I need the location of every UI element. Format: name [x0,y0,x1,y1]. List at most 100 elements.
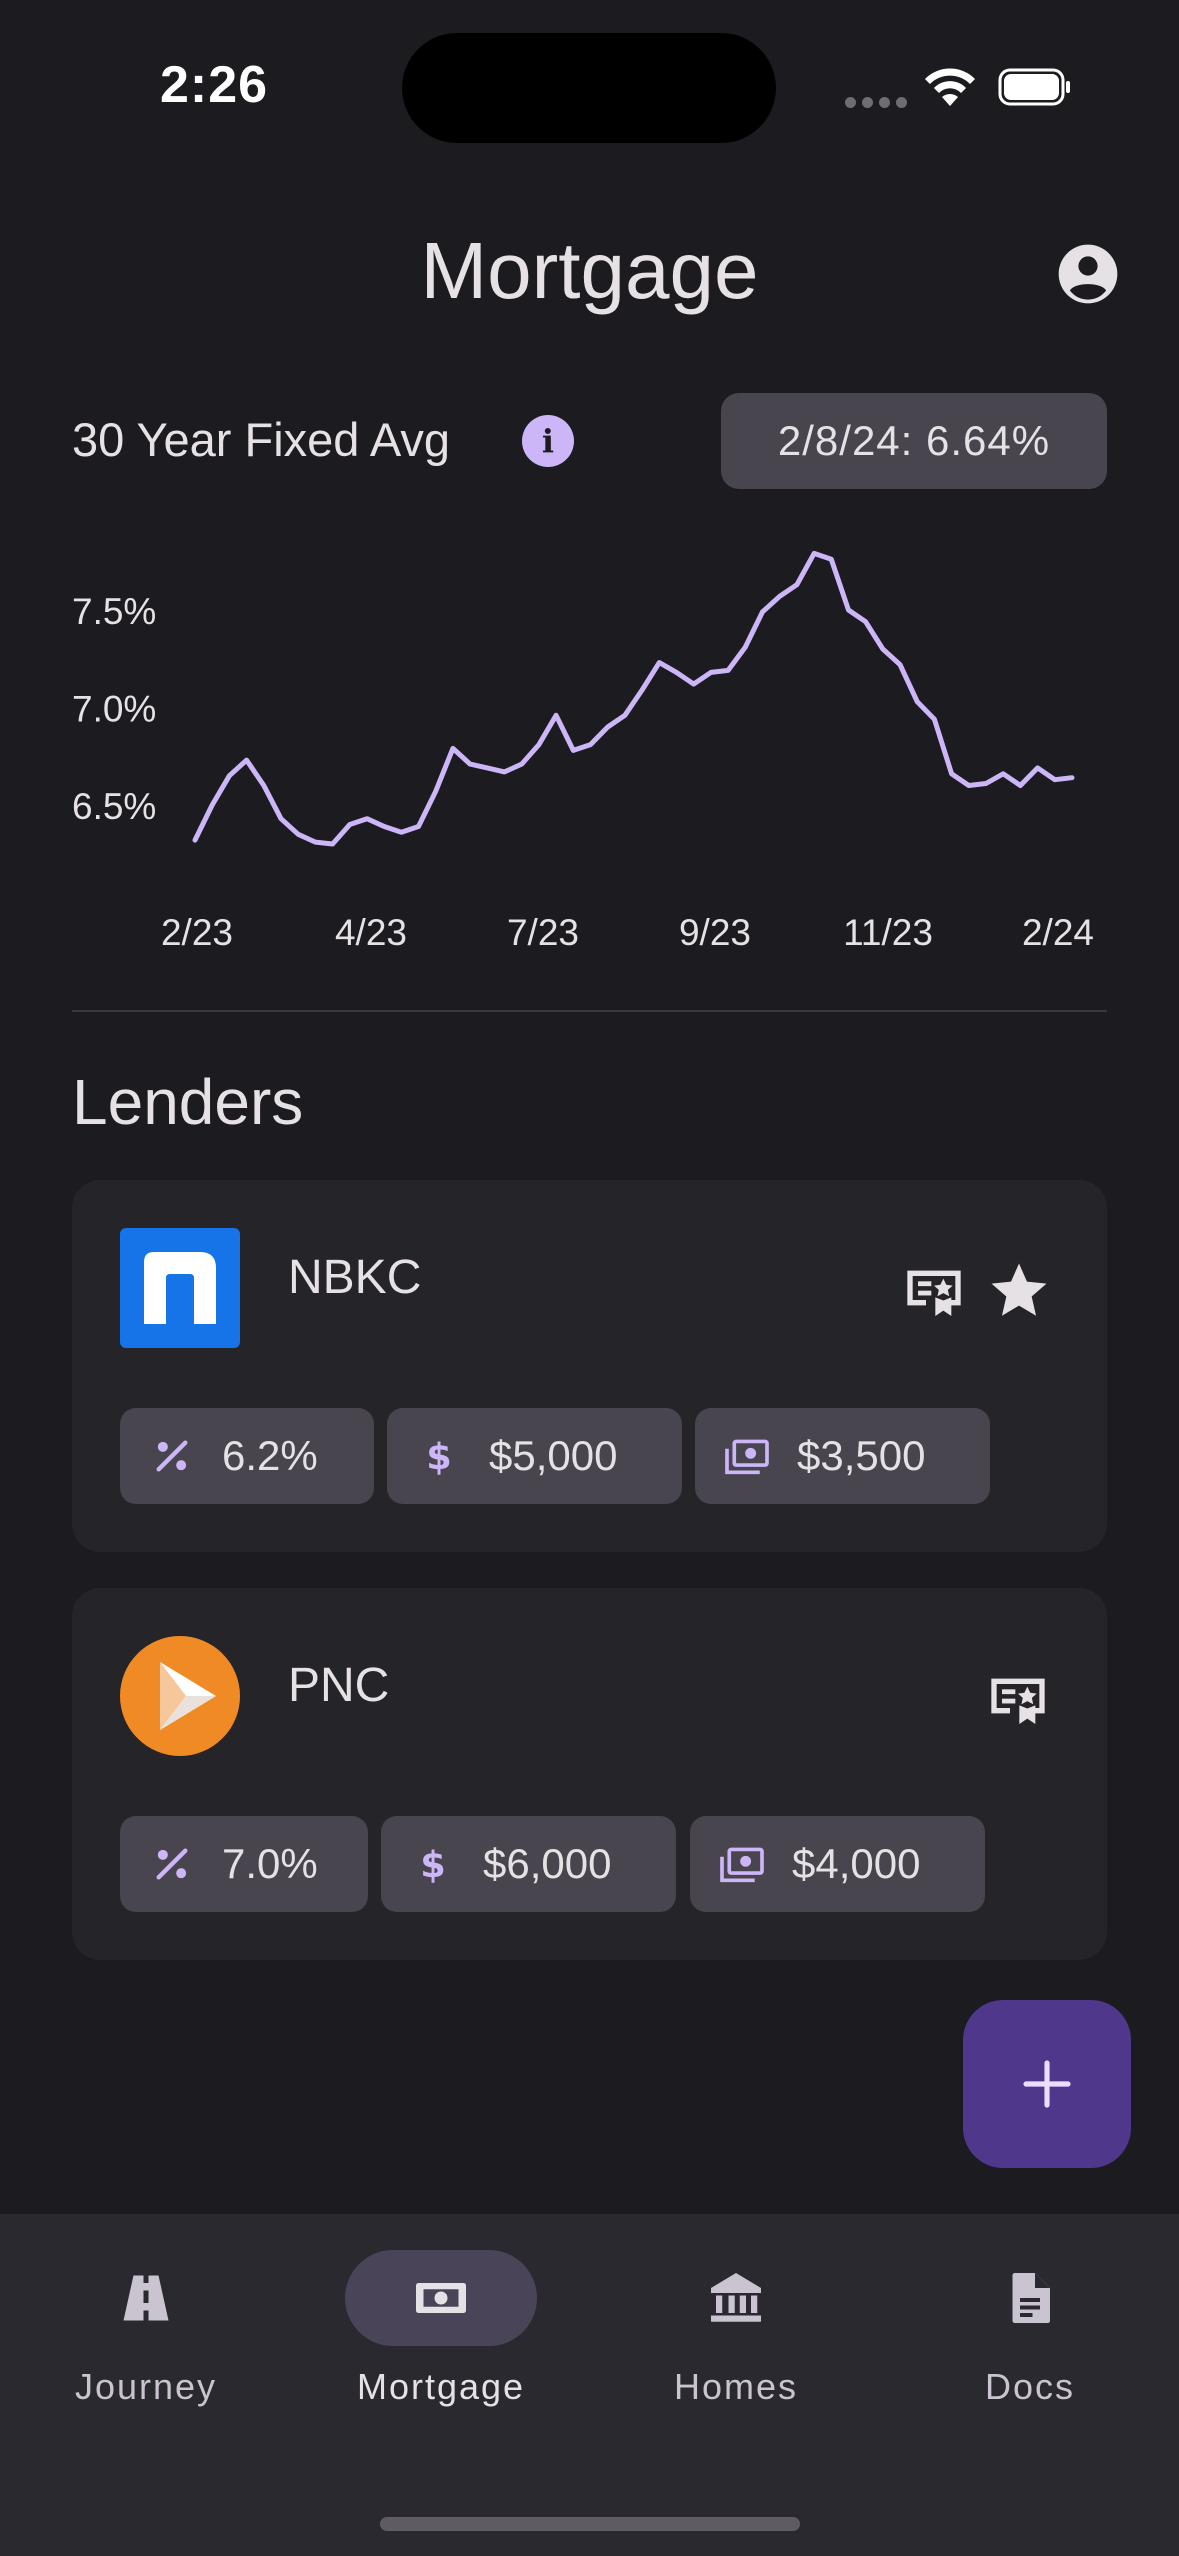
nav-item-journey[interactable]: Journey [16,2250,276,2408]
dollar-icon: $ [415,1432,463,1480]
credits-value: $4,000 [792,1840,921,1887]
money-icon [416,2283,466,2313]
account-icon[interactable] [1056,242,1120,306]
rate-data-point [261,783,266,788]
cash-icon [718,1840,766,1888]
rate-data-point [863,619,868,624]
y-tick-label: 7.5% [72,591,156,632]
certificate-icon[interactable] [902,1260,966,1324]
rate-data-point [984,781,988,786]
current-rate-chip[interactable]: 2/8/24: 6.64% [721,393,1107,489]
rate-data-point [1018,783,1023,788]
rate-data-point [244,758,249,763]
add-lender-button[interactable] [963,2000,1131,2168]
rate-data-point [1052,777,1057,782]
page-title: Mortgage [420,226,759,315]
fees-chip[interactable]: $ $6,000 [381,1816,676,1912]
bank-icon [711,2273,761,2322]
status-time: 2:26 [160,56,269,114]
lender-card-nbkc[interactable]: NBKC 6.2% $ $5,000 $3,500 [72,1180,1107,1552]
credits-chip[interactable]: $4,000 [690,1816,985,1912]
rate-history-chart[interactable]: 6.5% 7.0% 7.5% 2/23 4/23 7/23 9/23 11/23 2/24 [0,520,1179,980]
rate-data-point [365,816,369,821]
rate-data-point [588,742,593,747]
x-tick-label: 4/23 [335,912,407,953]
svg-text:$: $ [426,1435,452,1478]
rate-data-point [726,668,731,673]
percent-icon [148,1840,196,1888]
nav-item-docs[interactable]: Docs [900,2250,1160,2408]
rate-data-point [657,660,662,665]
dollar-icon: $ [409,1840,457,1888]
lender-name: NBKC [288,1251,422,1304]
rate-data-point [502,769,507,774]
battery-icon [998,68,1070,106]
rate-data-point [536,742,541,747]
rate-data-point [966,783,971,788]
rate-average-label: 30 Year Fixed Avg [72,413,451,466]
rate-chip[interactable]: 6.2% [120,1408,374,1504]
y-tick-label: 7.0% [72,689,156,730]
info-icon[interactable]: i [522,415,574,467]
rate-data-point [846,608,851,612]
rate-data-point [605,725,610,729]
favorite-star-icon[interactable] [986,1258,1052,1324]
svg-text:$: $ [420,1843,446,1886]
dynamic-island [402,33,776,143]
x-tick-label: 7/23 [507,912,579,953]
rate-data-point [433,789,438,794]
rate-data-point [1001,771,1006,776]
rate-data-point [416,824,421,829]
document-icon [1012,2273,1050,2323]
cash-icon [723,1432,771,1480]
rate-data-point [949,771,954,776]
rate-data-point [760,609,765,614]
y-tick-label: 6.5% [72,786,156,827]
rate-data-point [1070,775,1074,780]
nav-label: Mortgage [356,2366,526,2407]
fees-value: $6,000 [483,1840,612,1887]
road-icon [123,2275,169,2321]
rate-data-point [210,803,215,807]
rate-data-point [932,717,937,722]
rate-chip[interactable]: 7.0% [120,1816,368,1912]
lender-name: PNC [288,1659,390,1712]
rate-data-point [296,832,301,837]
certificate-icon[interactable] [986,1668,1050,1732]
rate-data-point [915,699,920,704]
rate-data-point [193,838,197,843]
lender-card-pnc[interactable]: PNC 7.0% $ $6,000 $4,000 [72,1588,1107,1960]
rate-data-point [450,746,455,751]
fees-chip[interactable]: $ $5,000 [387,1408,682,1504]
nav-label: Docs [984,2366,1076,2407]
rate-data-point [777,594,782,599]
wifi-icon [925,68,975,106]
nav-item-mortgage[interactable]: Mortgage [311,2250,571,2408]
rate-data-point [279,816,283,821]
credits-chip[interactable]: $3,500 [695,1408,990,1504]
nav-label: Homes [673,2366,799,2407]
rate-value: 6.2% [222,1432,318,1479]
x-tick-label: 2/24 [1022,912,1094,953]
rate-data-point [743,645,748,650]
cellular-signal-icon [845,97,907,108]
rate-data-point [812,551,817,556]
rate-data-point [313,840,318,845]
rate-data-point [554,713,559,718]
lenders-heading: Lenders [72,1066,304,1138]
credits-value: $3,500 [797,1432,926,1479]
rate-data-point [640,688,645,692]
fees-value: $5,000 [489,1432,618,1479]
bottom-navigation: Journey Mortgage Homes [0,2214,1179,2556]
rate-data-point [468,762,473,767]
x-tick-label: 11/23 [843,912,933,953]
rate-data-point [330,842,335,846]
rate-data-point [1035,765,1040,770]
x-tick-label: 2/23 [161,912,233,953]
pnc-logo [120,1636,240,1756]
rate-data-point [571,748,576,753]
nav-item-homes[interactable]: Homes [606,2250,866,2408]
rate-data-point [674,670,679,675]
rate-data-point [347,822,352,827]
percent-icon [148,1432,196,1480]
